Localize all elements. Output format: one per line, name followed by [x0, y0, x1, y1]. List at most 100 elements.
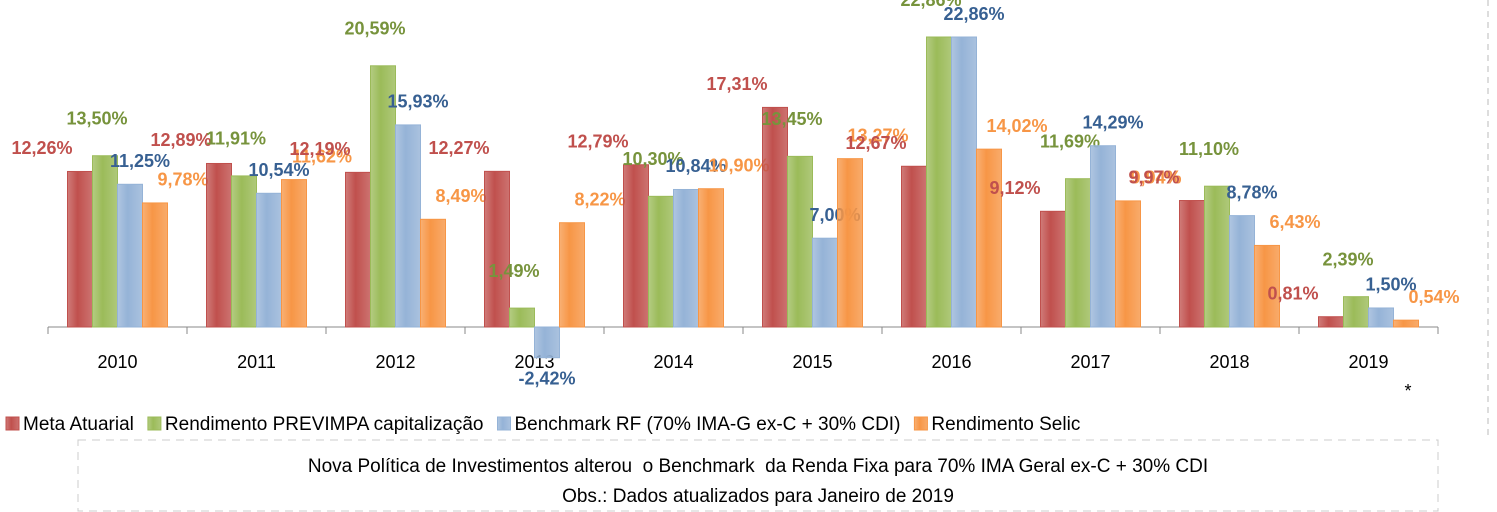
note-box	[77, 439, 1439, 512]
x-tick-label: 2015	[792, 352, 832, 372]
bar	[787, 155, 813, 328]
data-label: 14,02%	[986, 116, 1047, 136]
data-label: 10,30%	[622, 149, 683, 169]
data-label: 13,45%	[761, 109, 822, 129]
x-tick-label: 2012	[375, 352, 415, 372]
data-label: 13,50%	[66, 108, 127, 128]
legend-swatch	[147, 416, 162, 431]
bar	[370, 65, 396, 328]
bar	[1318, 316, 1344, 328]
data-label: 9,97%	[1128, 167, 1179, 187]
data-label: 10,90%	[708, 155, 769, 175]
footnote-mark: *	[1404, 381, 1411, 401]
data-label: 0,81%	[1267, 283, 1318, 303]
bar	[231, 175, 257, 328]
data-label: 2,39%	[1322, 249, 1373, 269]
data-label: 22,86%	[943, 4, 1004, 24]
legend-label: Rendimento PREVIMPA capitalização	[165, 414, 484, 435]
bar	[1343, 296, 1369, 328]
data-label: 1,49%	[488, 261, 539, 281]
bar	[762, 106, 788, 328]
data-label: 6,43%	[1269, 212, 1320, 232]
bar	[951, 36, 977, 328]
bar	[1179, 200, 1205, 328]
bar	[698, 188, 724, 328]
data-label: 11,69%	[1040, 131, 1100, 151]
data-label: 12,79%	[567, 131, 628, 151]
data-label: 10,54%	[248, 160, 309, 180]
legend-label: Meta Atuarial	[23, 414, 134, 435]
bar	[812, 237, 838, 328]
data-label: 1,50%	[1365, 275, 1416, 295]
bar	[281, 179, 307, 328]
bar	[1040, 210, 1066, 328]
bar	[623, 164, 649, 328]
legend-label: Benchmark RF (70% IMA-G ex-C + 30% CDI)	[515, 414, 901, 435]
bar	[67, 170, 93, 328]
data-label: 12,27%	[428, 138, 489, 158]
bar	[256, 192, 282, 328]
x-tick-label: 2016	[931, 352, 971, 372]
x-tick-label: 2010	[97, 352, 137, 372]
bar	[559, 222, 585, 328]
bar	[1368, 307, 1394, 328]
note-line: Nova Política de Investimentos alterou o…	[308, 456, 1208, 477]
data-label: 12,89%	[150, 130, 211, 150]
data-label: -2,42%	[518, 368, 575, 388]
bar	[345, 171, 371, 328]
data-label: 13,27%	[847, 125, 908, 145]
data-label: 9,78%	[157, 170, 208, 190]
data-label: 11,10%	[1179, 139, 1239, 159]
data-label: 17,31%	[706, 74, 767, 94]
bar	[837, 158, 863, 328]
bar	[1254, 244, 1280, 328]
bar	[1090, 145, 1116, 328]
legend-swatch	[913, 416, 928, 431]
bar	[142, 202, 168, 328]
data-label: 8,78%	[1226, 182, 1277, 202]
legend-label: Rendimento Selic	[931, 414, 1080, 435]
bar	[976, 148, 1002, 328]
note-line: Obs.: Dados atualizados para Janeiro de …	[562, 486, 954, 507]
bar	[1204, 185, 1230, 328]
legend-swatch	[5, 416, 20, 431]
bar	[648, 195, 674, 328]
data-label: 9,94%	[1130, 168, 1181, 188]
bar	[1393, 319, 1419, 328]
bar	[395, 124, 421, 328]
legend-swatch	[497, 416, 511, 431]
bar	[901, 165, 927, 328]
data-label: 14,29%	[1082, 112, 1143, 132]
x-tick-label: 2018	[1209, 352, 1249, 372]
data-label: 22,86%	[900, 0, 961, 10]
data-label: 12,26%	[11, 138, 72, 158]
x-tick-label: 2019	[1348, 352, 1388, 372]
bar	[926, 36, 952, 328]
bar	[117, 183, 143, 328]
data-label: 11,25%	[110, 151, 170, 171]
data-label: 12,67%	[845, 133, 906, 153]
bar	[484, 170, 510, 328]
bar	[1229, 215, 1255, 328]
data-label: 11,91%	[206, 129, 266, 149]
x-tick-label: 2017	[1070, 352, 1110, 372]
data-label: 20,59%	[344, 19, 405, 39]
x-tick-label: 2014	[653, 352, 693, 372]
bar	[509, 307, 535, 328]
data-label: 11,62%	[292, 146, 352, 166]
data-label: 12,19%	[289, 139, 350, 159]
bar	[420, 218, 446, 328]
bar	[1065, 178, 1091, 328]
data-label: 8,22%	[574, 189, 625, 209]
data-label: 8,49%	[435, 186, 486, 206]
bar	[92, 155, 118, 328]
bar	[1115, 200, 1141, 328]
x-tick-label: 2011	[237, 352, 276, 372]
data-label: 9,12%	[989, 178, 1040, 198]
data-label: 15,93%	[387, 92, 448, 112]
data-label: 10,84%	[665, 156, 726, 176]
data-label: 0,54%	[1408, 287, 1459, 307]
bar	[206, 162, 232, 328]
